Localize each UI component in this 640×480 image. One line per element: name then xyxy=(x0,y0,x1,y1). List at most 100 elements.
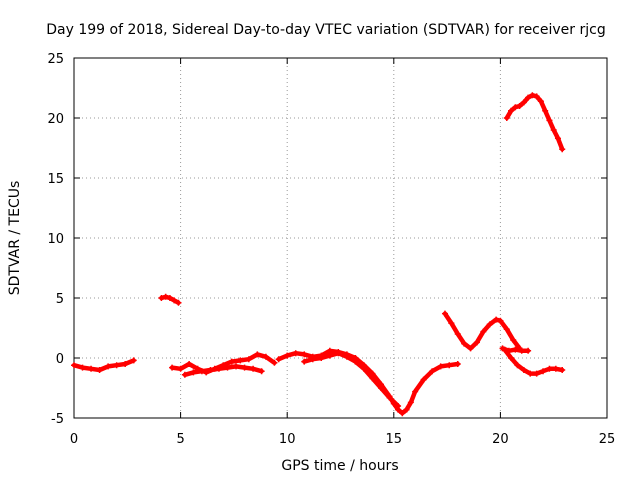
data-point xyxy=(403,406,410,413)
data-point xyxy=(516,103,523,109)
data-point xyxy=(360,365,367,372)
data-point xyxy=(284,352,291,359)
data-point xyxy=(228,358,235,365)
data-point xyxy=(186,361,193,367)
data-point xyxy=(175,299,182,306)
data-point xyxy=(503,115,510,121)
series-seg9 xyxy=(501,346,566,377)
data-point xyxy=(437,363,444,370)
data-point xyxy=(198,368,205,375)
y-tick-label: 10 xyxy=(47,232,64,247)
data-point xyxy=(454,361,461,367)
data-point xyxy=(158,295,165,301)
ticks: 0 5 10 15 20 25 -5 0 5 10 15 20 25 xyxy=(47,52,615,447)
data-point xyxy=(181,371,188,378)
data-point xyxy=(508,355,515,361)
data-point xyxy=(292,350,299,357)
data-point xyxy=(79,364,86,371)
data-point xyxy=(113,362,120,369)
series-seg10 xyxy=(503,92,566,153)
data-point xyxy=(215,365,222,372)
data-point xyxy=(399,410,406,417)
data-point xyxy=(533,370,540,377)
data-point xyxy=(552,365,559,372)
series-seg4 xyxy=(181,363,265,378)
data-point xyxy=(254,351,261,358)
data-point xyxy=(369,375,376,382)
data-point xyxy=(510,337,517,343)
data-point xyxy=(237,357,244,364)
series-seg6 xyxy=(301,350,402,409)
data-point xyxy=(301,358,308,365)
y-tick-label: 25 xyxy=(47,52,64,67)
data-point xyxy=(271,359,278,366)
data-point xyxy=(512,346,519,353)
data-point xyxy=(190,369,197,376)
data-point xyxy=(441,310,448,317)
data-point xyxy=(503,326,510,333)
x-tick-label: 0 xyxy=(70,432,78,447)
data-point xyxy=(546,365,553,372)
data-point xyxy=(245,356,252,363)
data-point xyxy=(497,317,504,324)
data-point xyxy=(395,403,402,409)
chart-title: Day 199 of 2018, Sidereal Day-to-day VTE… xyxy=(46,22,605,38)
data-point xyxy=(378,385,385,391)
data-point xyxy=(171,297,178,304)
series-seg1 xyxy=(71,357,137,373)
data-point xyxy=(162,293,169,300)
data-point xyxy=(258,368,265,375)
data-point xyxy=(343,353,350,360)
data-point xyxy=(105,363,112,370)
data-point xyxy=(275,356,282,363)
data-point xyxy=(508,107,515,114)
y-tick-label: 20 xyxy=(47,112,64,127)
x-axis-label: GPS time / hours xyxy=(281,458,398,474)
y-axis-label: SDTVAR / TECUs xyxy=(7,181,23,296)
data-point xyxy=(529,92,536,99)
data-point xyxy=(177,365,184,372)
data-point xyxy=(88,365,95,372)
plot-frame xyxy=(73,57,608,419)
data-point xyxy=(224,364,231,371)
y-tick-label: -5 xyxy=(51,412,64,427)
data-points xyxy=(71,92,566,417)
data-point xyxy=(546,117,553,124)
grid xyxy=(74,58,607,418)
data-point xyxy=(501,346,508,353)
data-point xyxy=(207,367,214,373)
data-point xyxy=(301,351,308,358)
data-point xyxy=(335,350,342,357)
data-point xyxy=(386,394,393,401)
data-point xyxy=(96,367,103,373)
data-point xyxy=(71,362,77,369)
data-point xyxy=(554,135,561,142)
data-point xyxy=(542,107,549,114)
y-tick-label: 5 xyxy=(56,292,64,307)
data-point xyxy=(429,368,436,375)
data-point xyxy=(407,399,414,406)
data-point xyxy=(493,316,500,323)
data-point xyxy=(166,295,173,301)
series-seg2 xyxy=(158,293,182,306)
data-point xyxy=(533,93,540,100)
data-point xyxy=(326,352,333,359)
data-point xyxy=(412,388,419,395)
series-trace xyxy=(182,364,264,378)
series-trace xyxy=(302,350,401,409)
data-point xyxy=(233,363,240,370)
x-tick-label: 20 xyxy=(492,432,509,447)
data-point xyxy=(527,370,534,377)
data-point xyxy=(309,356,316,363)
data-point xyxy=(525,94,532,101)
series-seg7 xyxy=(441,310,523,352)
data-point xyxy=(262,353,269,360)
data-point xyxy=(520,99,527,106)
data-point xyxy=(241,364,248,371)
data-point xyxy=(486,321,493,328)
data-point xyxy=(461,340,468,347)
data-point xyxy=(540,368,547,375)
y-tick-label: 15 xyxy=(47,172,64,187)
data-point xyxy=(467,345,474,352)
x-tick-label: 10 xyxy=(279,432,296,447)
